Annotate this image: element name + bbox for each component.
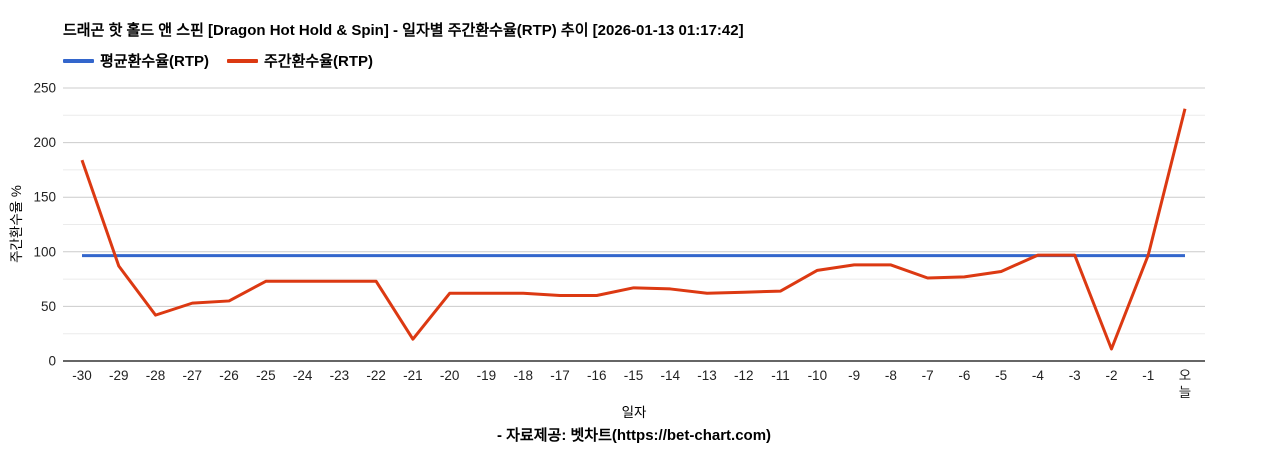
x-tick-label: -20 <box>440 368 460 383</box>
x-tick-label: -15 <box>624 368 644 383</box>
x-tick-label: -9 <box>848 368 860 383</box>
x-tick-label: -18 <box>513 368 533 383</box>
x-axis-title: 일자 <box>621 405 647 420</box>
x-tick-label: -3 <box>1069 368 1081 383</box>
x-tick-label: -27 <box>183 368 203 383</box>
x-tick-label: -7 <box>922 368 934 383</box>
legend-item-weekly-rtp: 주간환수율(RTP) <box>227 50 373 71</box>
x-tick-label: -10 <box>808 368 828 383</box>
legend: 평균환수율(RTP) 주간환수율(RTP) <box>63 50 373 71</box>
average-rtp-line-swatch <box>63 58 94 63</box>
y-tick-label: 200 <box>33 135 56 150</box>
x-tick-label: -11 <box>771 368 790 383</box>
y-tick-label: 250 <box>33 81 56 96</box>
x-tick-label: -19 <box>477 368 497 383</box>
x-tick-label: -2 <box>1105 368 1117 383</box>
x-tick-label: -12 <box>734 368 754 383</box>
x-tick-label: -6 <box>958 368 970 383</box>
x-tick-label: -26 <box>219 368 239 383</box>
x-tick-label: -1 <box>1142 368 1154 383</box>
y-tick-label: 150 <box>33 190 56 205</box>
x-tick-label: -30 <box>72 368 92 383</box>
x-tick-label: -28 <box>146 368 166 383</box>
chart-title: 드래곤 핫 홀드 앤 스핀 [Dragon Hot Hold & Spin] -… <box>63 22 744 39</box>
x-tick-label: -25 <box>256 368 276 383</box>
x-tick-label: -29 <box>109 368 129 383</box>
x-tick-label: -4 <box>1032 368 1044 383</box>
x-tick-label: -14 <box>661 368 681 383</box>
x-tick-label: 늘 <box>1179 385 1191 400</box>
legend-item-average-rtp: 평균환수율(RTP) <box>63 50 209 71</box>
y-tick-label: 100 <box>33 244 56 259</box>
y-tick-label: 0 <box>48 354 56 369</box>
x-tick-label: -17 <box>550 368 570 383</box>
x-tick-label: -8 <box>885 368 897 383</box>
weekly-rtp-line <box>80 108 1187 351</box>
x-tick-label: -22 <box>366 368 386 383</box>
x-tick-label: 오 <box>1179 368 1191 383</box>
legend-label-average-rtp: 평균환수율(RTP) <box>100 53 209 70</box>
x-tick-label: -21 <box>403 368 423 383</box>
x-tick-label: -13 <box>697 368 717 383</box>
x-tick-label: -23 <box>330 368 350 383</box>
x-tick-label: -16 <box>587 368 607 383</box>
legend-label-weekly-rtp: 주간환수율(RTP) <box>264 53 373 70</box>
weekly-rtp-line-swatch <box>227 58 258 63</box>
x-tick-label: -5 <box>995 368 1007 383</box>
x-tick-label: -24 <box>293 368 313 383</box>
y-tick-label: 50 <box>41 299 56 314</box>
data-source-footer: - 자료제공: 벳차트(https://bet-chart.com) <box>496 427 772 444</box>
